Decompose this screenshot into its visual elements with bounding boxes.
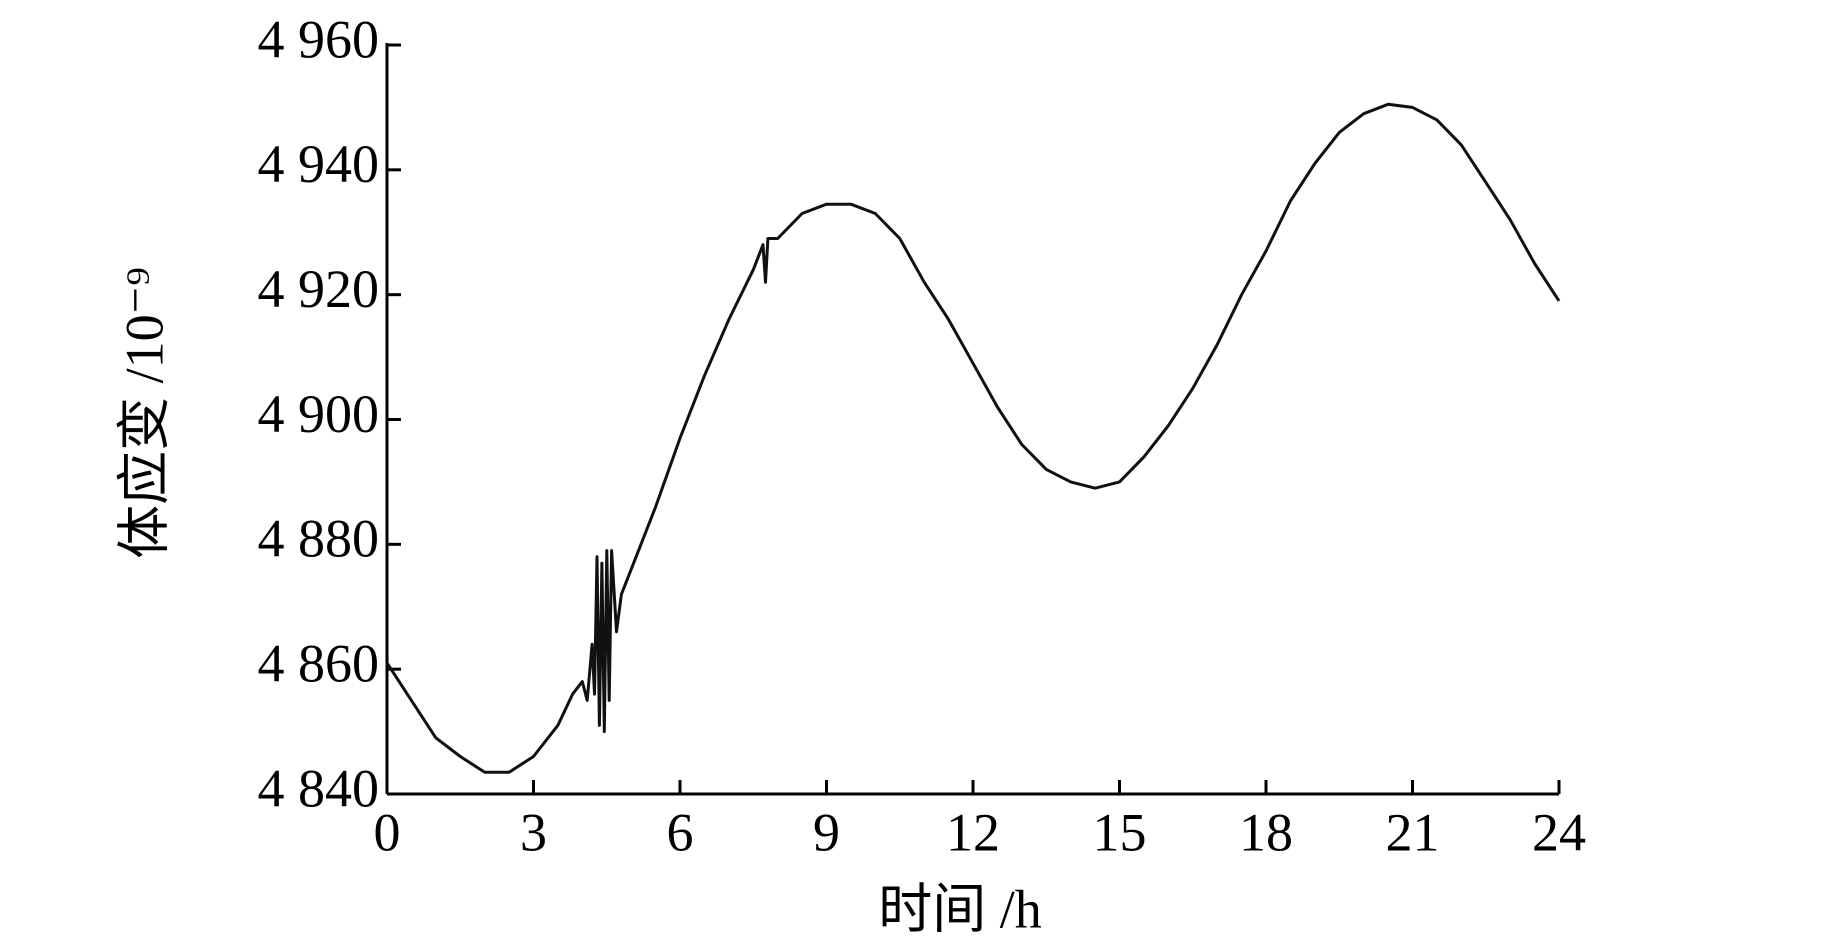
y-tick-label: 4 960 xyxy=(258,9,380,69)
y-axis-label: 体应变 /10⁻⁹ xyxy=(114,267,174,559)
x-tick-label: 9 xyxy=(813,802,840,862)
y-tick-label: 4 860 xyxy=(258,634,380,694)
data-line xyxy=(385,102,1561,774)
x-tick-label: 18 xyxy=(1239,802,1293,862)
y-tick-label: 4 920 xyxy=(258,259,380,319)
y-tick-label: 4 940 xyxy=(258,134,380,194)
y-tick-label: 4 840 xyxy=(258,758,380,818)
x-tick-label: 3 xyxy=(520,802,547,862)
x-tick-label: 0 xyxy=(374,802,401,862)
x-tick-label: 24 xyxy=(1532,802,1586,862)
y-tick-label: 4 900 xyxy=(258,384,380,444)
x-tick-label: 15 xyxy=(1093,802,1147,862)
x-tick-label: 21 xyxy=(1386,802,1440,862)
x-tick-label: 6 xyxy=(667,802,694,862)
y-tick-label: 4 880 xyxy=(258,509,380,569)
x-axis-label: 时间 /h xyxy=(878,879,1042,939)
x-tick-label: 12 xyxy=(946,802,1000,862)
